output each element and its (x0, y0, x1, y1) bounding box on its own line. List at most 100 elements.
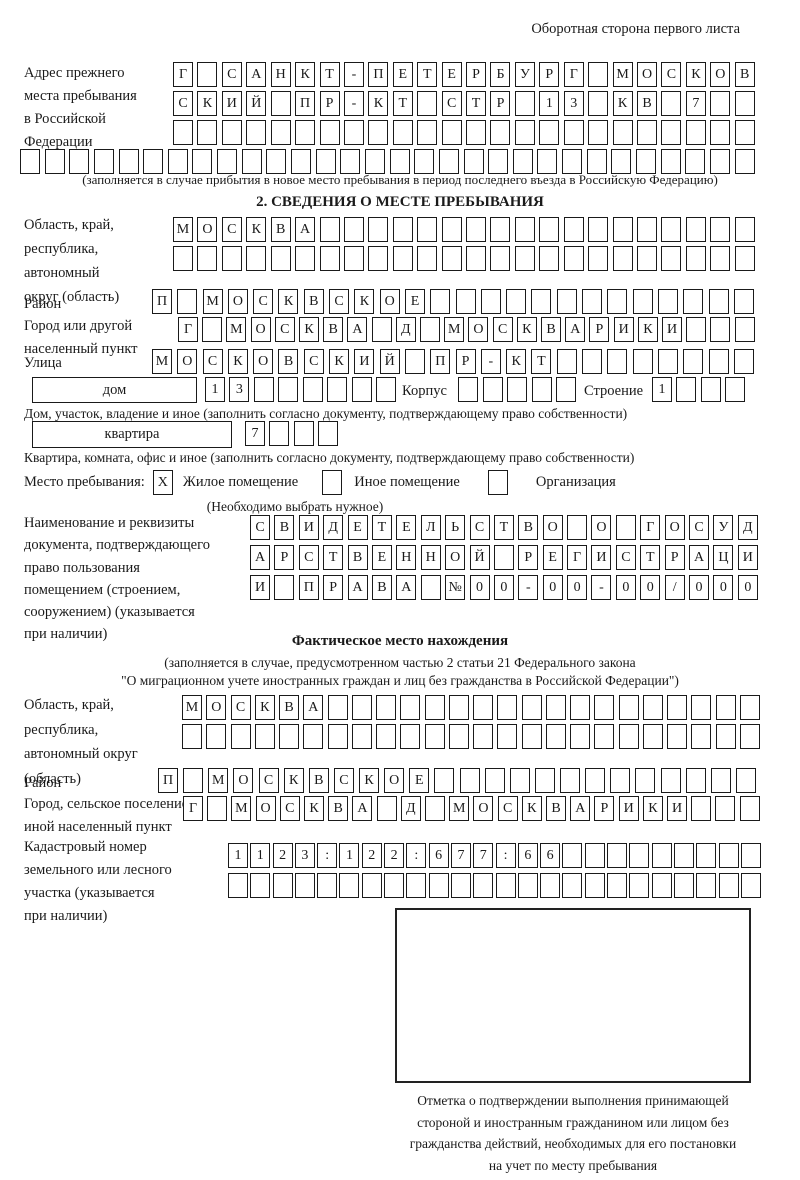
char-box (389, 149, 410, 174)
char-box (629, 843, 650, 868)
char-box: Й (469, 545, 490, 570)
char-box: В (274, 515, 295, 540)
char-box: О (473, 796, 494, 821)
char-box (339, 873, 360, 898)
char-box: М (202, 289, 223, 314)
char-box: В (734, 62, 755, 87)
char-box (718, 843, 739, 868)
char-box: Н (396, 545, 417, 570)
char-box (295, 246, 316, 271)
char-box: Т (531, 349, 552, 374)
char-box (361, 873, 382, 898)
char-box (183, 768, 204, 793)
char-box: А (303, 695, 324, 720)
gorod-label: Город или другой населенный пункт (24, 318, 138, 357)
char-box (691, 796, 712, 821)
char-box (531, 289, 552, 314)
char-box (514, 120, 535, 145)
char-box (661, 91, 682, 116)
char-box: С (303, 349, 324, 374)
section2-title: 2. СВЕДЕНИЯ О МЕСТЕ ПРЕБЫВАНИЯ (256, 194, 544, 210)
char-box (343, 246, 364, 271)
char-box: С (221, 62, 242, 87)
char-box (740, 843, 761, 868)
char-box (250, 873, 271, 898)
char-box (459, 768, 480, 793)
char-box (497, 724, 518, 749)
char-box: О (591, 515, 612, 540)
char-box (364, 149, 385, 174)
char-box: В (518, 515, 539, 540)
char-box (473, 724, 493, 749)
char-box: М (182, 695, 202, 720)
char-box (400, 695, 421, 720)
stroenie-label: Строение (584, 383, 644, 399)
char-box (455, 289, 476, 314)
char-box: Н (270, 62, 291, 87)
char-box: 0 (640, 575, 661, 600)
char-box (448, 724, 469, 749)
char-box (618, 724, 639, 749)
char-box (673, 873, 694, 898)
char-box: Г (640, 515, 661, 540)
char-box: П (158, 768, 178, 793)
char-box (734, 217, 755, 242)
char-box: О (253, 349, 274, 374)
inoe-checkbox (322, 470, 343, 495)
char-box (710, 217, 731, 242)
char-box: Р (518, 545, 539, 570)
char-box (93, 149, 114, 174)
organizatsiya-checkbox (487, 470, 508, 495)
char-box (696, 843, 717, 868)
char-box (294, 873, 315, 898)
char-box: Г (173, 62, 193, 87)
char-box (734, 317, 755, 342)
char-box: 1 (250, 843, 271, 868)
char-box: О (468, 317, 489, 342)
char-box (417, 217, 438, 242)
char-box (660, 768, 681, 793)
char-box (734, 120, 755, 145)
char-box: 2 (384, 843, 405, 868)
char-box (490, 120, 511, 145)
char-box (700, 377, 721, 402)
char-box (521, 724, 542, 749)
char-box (430, 289, 451, 314)
char-box (715, 796, 736, 821)
char-box: К (642, 796, 663, 821)
char-box (368, 120, 389, 145)
char-box: - (480, 349, 501, 374)
char-box (612, 217, 633, 242)
char-box: : (406, 843, 427, 868)
char-box: С (279, 796, 300, 821)
char-box (269, 421, 290, 446)
char-box: 2 (272, 843, 293, 868)
char-box (521, 695, 542, 720)
char-box: 1 (205, 377, 225, 402)
char-box: - (518, 575, 539, 600)
char-box: 0 (689, 575, 710, 600)
char-box (506, 289, 527, 314)
char-box (327, 695, 348, 720)
char-box (685, 149, 706, 174)
char-box: Н (420, 545, 441, 570)
char-box (177, 289, 198, 314)
zhiloe-checkbox: X (152, 470, 173, 495)
char-box: У (514, 62, 535, 87)
fact-gorod-label: Город, сельское поселение, иной населенны… (24, 796, 192, 835)
char-box (182, 724, 202, 749)
char-box (202, 317, 223, 342)
kvartira-note: Квартира, комната, офис и иное (заполнит… (24, 450, 635, 465)
char-box (482, 377, 503, 402)
char-box (473, 695, 493, 720)
char-box: 3 (229, 377, 250, 402)
char-box: Т (371, 515, 392, 540)
dom-note: Дом, участок, владение и иное (заполнить… (24, 406, 628, 421)
char-box (556, 289, 577, 314)
char-box (392, 246, 413, 271)
char-box (610, 768, 631, 793)
char-box (586, 149, 607, 174)
char-box (637, 120, 658, 145)
char-box (424, 724, 445, 749)
